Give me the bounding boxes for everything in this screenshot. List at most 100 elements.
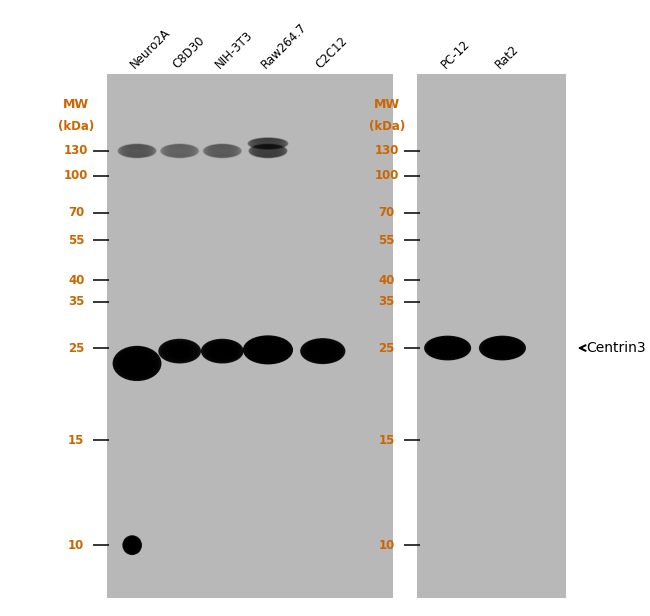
Ellipse shape <box>125 538 138 552</box>
Ellipse shape <box>121 145 153 156</box>
Ellipse shape <box>488 341 517 355</box>
Ellipse shape <box>426 337 469 359</box>
Ellipse shape <box>254 342 281 358</box>
Ellipse shape <box>250 145 285 157</box>
Text: 35: 35 <box>68 295 84 309</box>
Text: 55: 55 <box>378 233 395 247</box>
Ellipse shape <box>252 341 283 359</box>
Ellipse shape <box>118 144 156 158</box>
Ellipse shape <box>122 145 152 156</box>
Ellipse shape <box>207 145 237 156</box>
Ellipse shape <box>244 336 292 363</box>
Ellipse shape <box>489 341 515 355</box>
Text: Neuro2A: Neuro2A <box>128 26 173 71</box>
Ellipse shape <box>205 145 240 157</box>
Ellipse shape <box>249 144 287 158</box>
Text: PC-12: PC-12 <box>439 37 472 71</box>
Ellipse shape <box>486 339 519 357</box>
Text: NIH-3T3: NIH-3T3 <box>213 28 255 71</box>
Ellipse shape <box>170 346 190 357</box>
Ellipse shape <box>250 139 287 148</box>
Ellipse shape <box>248 138 288 149</box>
Bar <box>417 74 566 598</box>
Ellipse shape <box>159 339 200 363</box>
Ellipse shape <box>125 538 139 553</box>
Ellipse shape <box>254 140 282 147</box>
Text: 70: 70 <box>68 206 84 219</box>
Ellipse shape <box>117 349 157 378</box>
Ellipse shape <box>163 342 196 360</box>
Text: MW: MW <box>374 98 400 111</box>
Text: (kDa): (kDa) <box>58 120 94 133</box>
Ellipse shape <box>120 351 154 376</box>
Ellipse shape <box>247 338 289 362</box>
Ellipse shape <box>125 355 149 372</box>
Ellipse shape <box>251 340 285 360</box>
Text: C2C12: C2C12 <box>313 34 350 71</box>
Text: 40: 40 <box>378 274 395 287</box>
Text: 25: 25 <box>378 341 395 355</box>
Text: 40: 40 <box>68 274 84 287</box>
Ellipse shape <box>209 344 235 359</box>
Text: 25: 25 <box>68 341 84 355</box>
Ellipse shape <box>165 342 194 360</box>
Ellipse shape <box>168 344 191 358</box>
Ellipse shape <box>302 339 343 363</box>
Ellipse shape <box>115 347 159 379</box>
Ellipse shape <box>307 342 339 360</box>
Ellipse shape <box>122 352 152 375</box>
Text: 10: 10 <box>378 538 395 552</box>
Ellipse shape <box>118 350 155 377</box>
Ellipse shape <box>480 336 525 360</box>
Ellipse shape <box>428 338 467 358</box>
Text: 70: 70 <box>378 206 395 219</box>
Ellipse shape <box>123 536 141 554</box>
Text: 100: 100 <box>64 169 88 182</box>
Ellipse shape <box>162 145 197 157</box>
Text: MW: MW <box>63 98 89 111</box>
Ellipse shape <box>203 340 242 362</box>
Ellipse shape <box>124 354 151 373</box>
Text: 130: 130 <box>374 144 399 158</box>
Ellipse shape <box>127 540 137 551</box>
Ellipse shape <box>255 146 281 156</box>
Ellipse shape <box>245 337 291 363</box>
Text: 10: 10 <box>68 538 84 552</box>
Ellipse shape <box>124 537 140 554</box>
Ellipse shape <box>165 145 194 156</box>
Ellipse shape <box>126 539 138 551</box>
Ellipse shape <box>251 139 285 148</box>
Text: C8D30: C8D30 <box>170 34 207 71</box>
Ellipse shape <box>312 345 333 357</box>
Text: Centrin3: Centrin3 <box>586 341 646 355</box>
Ellipse shape <box>166 344 193 359</box>
Ellipse shape <box>124 537 140 553</box>
Text: 100: 100 <box>374 169 399 182</box>
Text: 15: 15 <box>68 434 84 447</box>
Ellipse shape <box>481 337 524 359</box>
Ellipse shape <box>491 342 514 354</box>
Ellipse shape <box>211 344 234 358</box>
Text: (kDa): (kDa) <box>369 120 405 133</box>
Ellipse shape <box>127 541 136 549</box>
Text: Rat2: Rat2 <box>493 43 522 71</box>
Ellipse shape <box>203 144 241 158</box>
Ellipse shape <box>425 336 471 360</box>
Ellipse shape <box>304 341 341 362</box>
Ellipse shape <box>113 346 161 381</box>
Ellipse shape <box>161 340 199 362</box>
Ellipse shape <box>252 139 283 148</box>
Ellipse shape <box>306 341 340 361</box>
Ellipse shape <box>161 144 198 158</box>
Ellipse shape <box>430 339 465 357</box>
Ellipse shape <box>483 338 522 358</box>
Ellipse shape <box>301 339 344 363</box>
Ellipse shape <box>202 339 243 363</box>
Text: 130: 130 <box>64 144 88 158</box>
Ellipse shape <box>433 341 462 355</box>
Ellipse shape <box>206 342 239 360</box>
Ellipse shape <box>162 341 198 361</box>
Ellipse shape <box>212 346 233 357</box>
Text: Raw264.7: Raw264.7 <box>259 20 309 71</box>
Ellipse shape <box>484 339 521 357</box>
